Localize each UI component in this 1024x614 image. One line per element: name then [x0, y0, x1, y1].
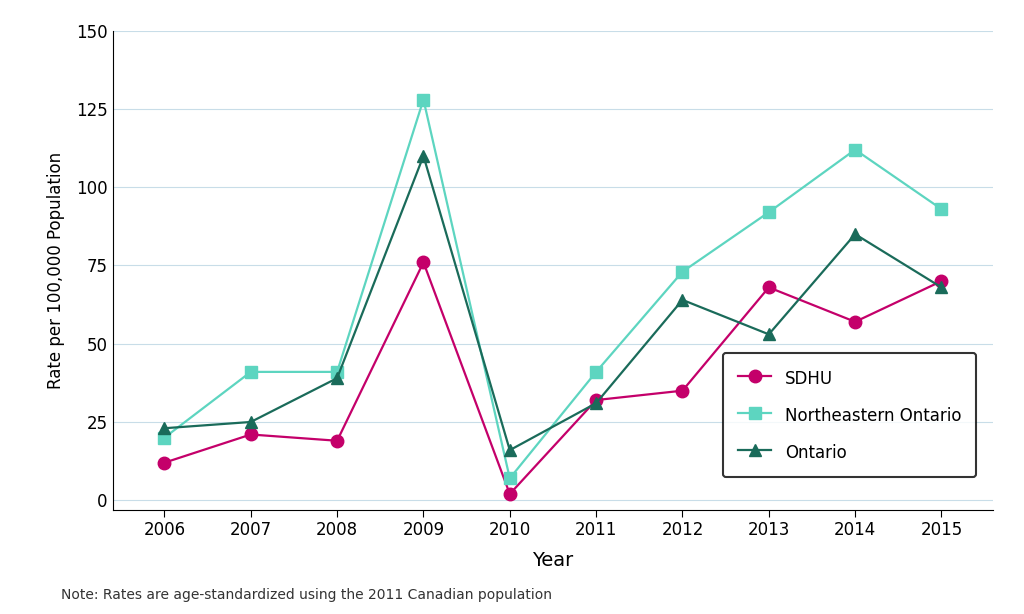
Ontario	[331, 375, 343, 382]
SDHU	[849, 318, 861, 325]
Northeastern Ontario	[849, 146, 861, 154]
Y-axis label: Rate per 100,000 Population: Rate per 100,000 Population	[47, 152, 65, 389]
SDHU	[418, 258, 430, 266]
Line: SDHU: SDHU	[158, 256, 948, 500]
Northeastern Ontario	[159, 434, 171, 441]
SDHU	[245, 431, 257, 438]
Ontario	[763, 331, 775, 338]
Northeastern Ontario	[245, 368, 257, 376]
Northeastern Ontario	[418, 96, 430, 103]
SDHU	[504, 491, 516, 498]
Ontario	[245, 418, 257, 426]
SDHU	[159, 459, 171, 467]
SDHU	[763, 284, 775, 291]
Northeastern Ontario	[331, 368, 343, 376]
Legend: SDHU, Northeastern Ontario, Ontario: SDHU, Northeastern Ontario, Ontario	[723, 353, 976, 477]
SDHU	[935, 278, 947, 285]
Northeastern Ontario	[763, 209, 775, 216]
Ontario	[504, 446, 516, 454]
Ontario	[676, 296, 688, 303]
Northeastern Ontario	[935, 206, 947, 213]
Ontario	[159, 424, 171, 432]
SDHU	[676, 387, 688, 394]
Ontario	[849, 230, 861, 238]
X-axis label: Year: Year	[532, 551, 573, 570]
Ontario	[935, 284, 947, 291]
Northeastern Ontario	[590, 368, 602, 376]
Ontario	[590, 400, 602, 407]
Northeastern Ontario	[676, 268, 688, 276]
Ontario	[418, 152, 430, 160]
Northeastern Ontario	[504, 475, 516, 482]
Text: Note: Rates are age-standardized using the 2011 Canadian population: Note: Rates are age-standardized using t…	[61, 588, 552, 602]
Line: Northeastern Ontario: Northeastern Ontario	[158, 93, 948, 484]
SDHU	[590, 397, 602, 404]
SDHU	[331, 437, 343, 445]
Line: Ontario: Ontario	[158, 150, 948, 456]
